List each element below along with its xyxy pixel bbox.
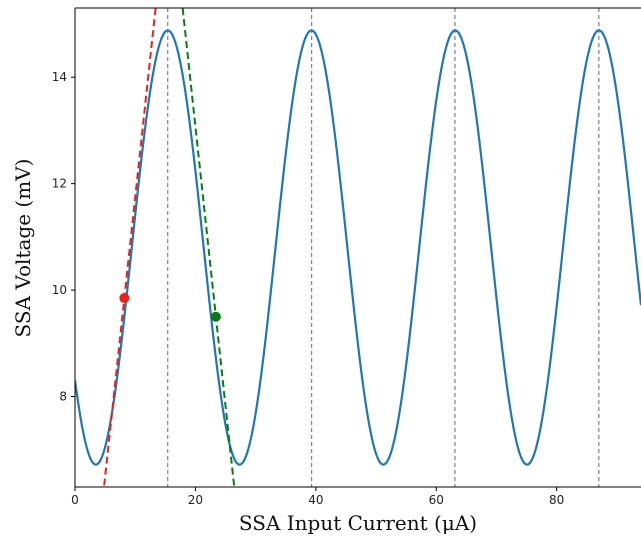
x-tick-label: 20	[188, 493, 203, 507]
plot-background	[75, 8, 641, 487]
y-axis-title: SSA Voltage (mV)	[11, 159, 35, 338]
y-axis-ticks: 8 10 12 14	[52, 70, 75, 404]
y-tick-label: 10	[52, 283, 67, 297]
x-tick-label: 80	[549, 493, 564, 507]
y-tick-label: 14	[52, 70, 67, 84]
operating-point-green	[210, 311, 221, 322]
plot-area	[75, 8, 641, 487]
x-axis-ticks: 0 20 40 60 80	[71, 487, 564, 507]
x-axis-title: SSA Input Current (μA)	[239, 511, 477, 535]
x-tick-label: 0	[71, 493, 79, 507]
x-tick-label: 40	[308, 493, 323, 507]
series-line	[75, 29, 641, 466]
x-tick-label: 60	[429, 493, 444, 507]
tangent-line-red	[103, 8, 157, 487]
operating-point-red	[119, 293, 130, 304]
tangent-line-green	[181, 8, 236, 487]
y-tick-label: 8	[59, 390, 67, 404]
y-tick-label: 12	[52, 177, 67, 191]
